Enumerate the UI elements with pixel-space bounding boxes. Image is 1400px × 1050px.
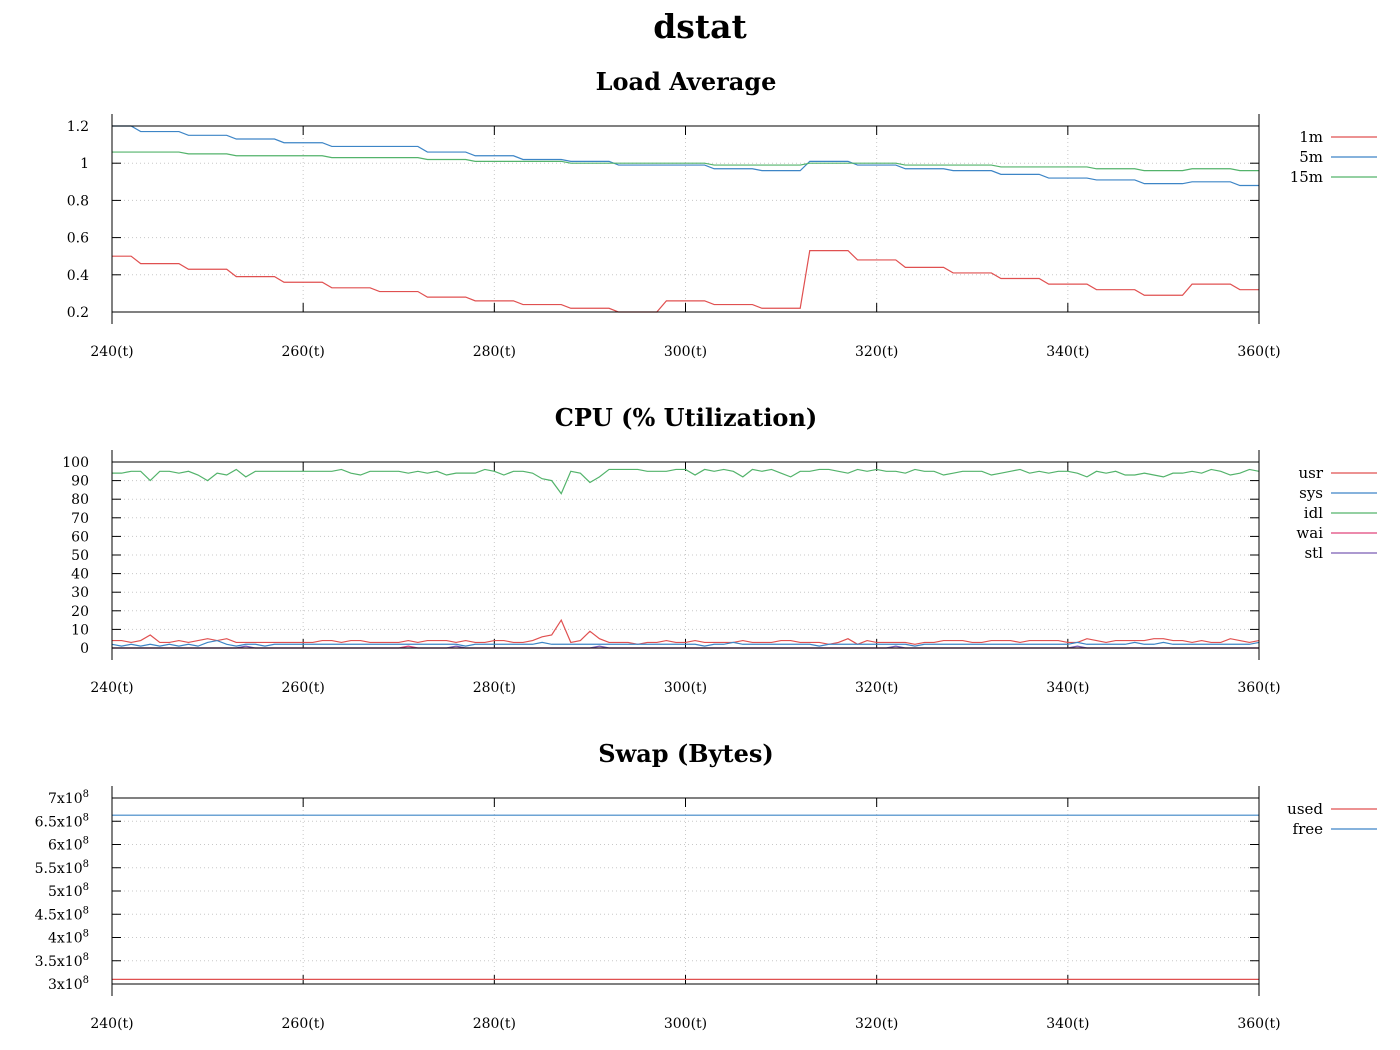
- y-tick-label: 50: [71, 548, 89, 564]
- y-tick-base: 4.5x10: [35, 907, 83, 923]
- x-tick-label: 260(t): [282, 1016, 325, 1032]
- load-average-chart: Load Average 240(t) 260(t) 280(t) 300(t) 320(…: [67, 67, 1377, 360]
- y-tick-base: 6.5x10: [35, 814, 83, 830]
- y-tick-base: 5x10: [48, 884, 83, 900]
- legend-label-stl: stl: [1304, 544, 1323, 562]
- y-tick-exponent: 8: [83, 905, 89, 916]
- series-line-15m: [112, 151, 1259, 172]
- x-tick-label: 360(t): [1237, 344, 1280, 360]
- series-line-5m: [112, 125, 1259, 187]
- x-tick-label: 240(t): [90, 344, 133, 360]
- x-tick-label: 360(t): [1237, 1016, 1280, 1032]
- legend-label-1m: 1m: [1299, 128, 1323, 146]
- x-tick-label: 240(t): [90, 680, 133, 696]
- y-tick-base: 7x10: [48, 791, 83, 807]
- y-tick-exponent: 8: [83, 836, 89, 847]
- y-tick-label: 6x108: [48, 836, 89, 854]
- y-tick-label: 6.5x108: [35, 812, 89, 830]
- y-tick-label: 3x108: [48, 975, 89, 993]
- legend-label-15m: 15m: [1290, 168, 1323, 186]
- x-tick-label: 240(t): [90, 1016, 133, 1032]
- x-tick-label: 340(t): [1046, 680, 1089, 696]
- series-line-sys: [112, 639, 1259, 647]
- x-tick-label: 280(t): [473, 680, 516, 696]
- y-tick-base: 5.5x10: [35, 861, 83, 877]
- legend-label-sys: sys: [1299, 484, 1323, 502]
- y-tick-label: 1.2: [67, 119, 89, 135]
- y-tick-label: 3.5x108: [35, 952, 89, 970]
- y-tick-label: 4.5x108: [35, 905, 89, 923]
- figure-title: dstat: [653, 7, 747, 46]
- chart-title: Load Average: [596, 67, 777, 96]
- x-tick-label: 320(t): [855, 1016, 898, 1032]
- legend-label-wai: wai: [1296, 524, 1323, 542]
- x-tick-label: 300(t): [664, 1016, 707, 1032]
- y-tick-exponent: 8: [83, 812, 89, 823]
- x-tick-label: 320(t): [855, 344, 898, 360]
- y-tick-label: 70: [71, 511, 89, 527]
- y-tick-label: 0.4: [67, 268, 89, 284]
- series-line-stl: [112, 645, 1259, 649]
- legend-label-idl: idl: [1304, 504, 1323, 522]
- y-tick-exponent: 8: [83, 929, 89, 940]
- y-tick-exponent: 8: [83, 859, 89, 870]
- y-tick-base: 6x10: [48, 838, 83, 854]
- y-tick-label: 60: [71, 529, 89, 545]
- y-tick-base: 3.5x10: [35, 954, 83, 970]
- y-tick-exponent: 8: [83, 882, 89, 893]
- y-tick-label: 4x108: [48, 929, 89, 947]
- legend-label-used: used: [1287, 800, 1323, 818]
- y-tick-exponent: 8: [83, 975, 89, 986]
- x-tick-label: 300(t): [664, 344, 707, 360]
- y-tick-exponent: 8: [83, 789, 89, 800]
- y-tick-label: 100: [62, 455, 89, 471]
- x-tick-label: 280(t): [473, 1016, 516, 1032]
- x-tick-label: 280(t): [473, 344, 516, 360]
- cpu-utilization-chart: CPU (% Utilization)240(t) 260(t) 280(t) 300…: [62, 403, 1377, 696]
- y-tick-label: 5x108: [48, 882, 89, 900]
- y-tick-label: 40: [71, 567, 89, 583]
- x-tick-label: 300(t): [664, 680, 707, 696]
- y-tick-label: 0.2: [67, 305, 89, 321]
- chart-title: CPU (% Utilization): [555, 403, 818, 432]
- y-tick-label: 1: [80, 156, 89, 172]
- series-line-idl: [112, 468, 1259, 495]
- y-tick-label: 10: [71, 622, 89, 638]
- y-tick-label: 20: [71, 604, 89, 620]
- y-tick-base: 4x10: [48, 931, 83, 947]
- x-tick-label: 340(t): [1046, 344, 1089, 360]
- swap-bytes-chart: Swap (Bytes) 240(t) 260(t) 280(t) 300(t) 320(…: [35, 739, 1377, 1032]
- y-tick-label: 0.8: [67, 193, 89, 209]
- legend-label-usr: usr: [1298, 464, 1323, 482]
- y-tick-label: 80: [71, 492, 89, 508]
- x-tick-label: 320(t): [855, 680, 898, 696]
- x-tick-label: 340(t): [1046, 1016, 1089, 1032]
- y-tick-label: 0.6: [67, 231, 89, 247]
- series-line-1m: [112, 250, 1259, 313]
- legend-label-free: free: [1293, 820, 1324, 838]
- chart-title: Swap (Bytes): [598, 739, 774, 768]
- legend-label-5m: 5m: [1299, 148, 1323, 166]
- series-line-usr: [112, 618, 1259, 645]
- y-tick-label: 5.5x108: [35, 859, 89, 877]
- y-tick-label: 30: [71, 585, 89, 601]
- x-tick-label: 360(t): [1237, 680, 1280, 696]
- y-tick-label: 90: [71, 474, 89, 490]
- y-tick-label: 7x108: [48, 789, 89, 807]
- y-tick-base: 3x10: [48, 977, 83, 993]
- x-tick-label: 260(t): [282, 680, 325, 696]
- x-tick-label: 260(t): [282, 344, 325, 360]
- y-tick-exponent: 8: [83, 952, 89, 963]
- y-tick-label: 0: [80, 641, 89, 657]
